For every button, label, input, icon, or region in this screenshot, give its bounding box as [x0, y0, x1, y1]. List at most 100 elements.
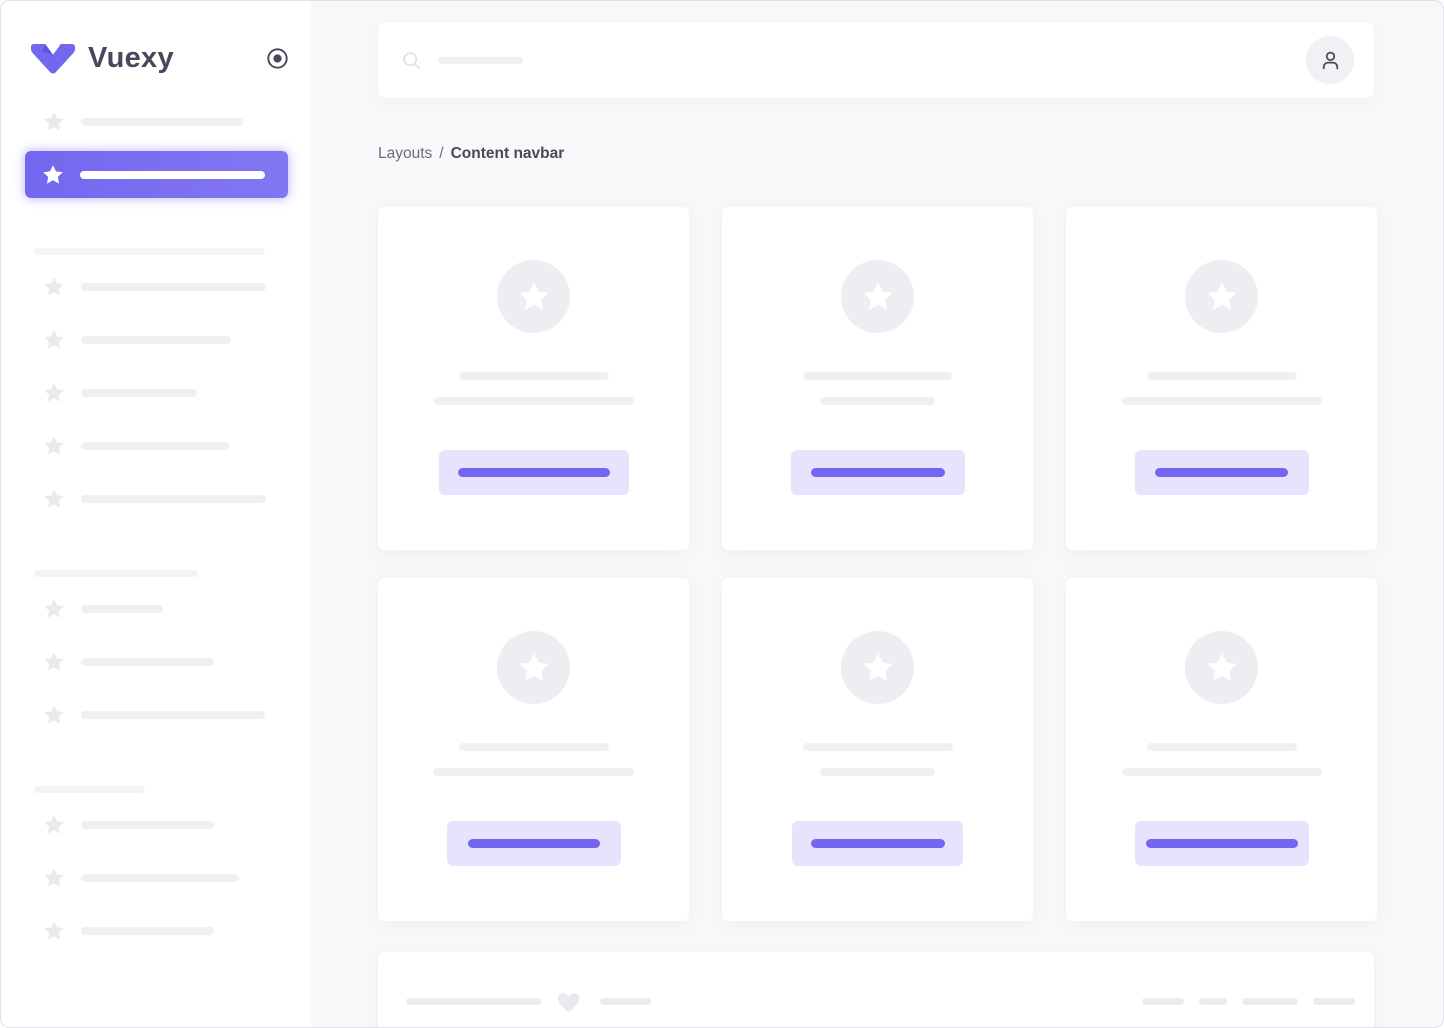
breadcrumb: Layouts / Content navbar	[378, 144, 1374, 164]
sidebar-item[interactable]	[25, 597, 288, 621]
star-icon	[42, 487, 66, 511]
card-title-skeleton	[1146, 743, 1297, 751]
card-text-skeleton	[1121, 397, 1322, 405]
star-icon	[1204, 650, 1240, 686]
card-text-skeleton	[433, 768, 634, 776]
sidebar-item[interactable]	[25, 434, 288, 458]
sidebar-item-label-skeleton	[81, 927, 214, 935]
footer-content	[406, 988, 1355, 1015]
footer-link-skeleton	[1313, 998, 1355, 1005]
card-button-label-skeleton	[467, 839, 600, 848]
star-icon	[42, 381, 66, 405]
navbar	[378, 22, 1374, 98]
card	[378, 578, 689, 921]
logo[interactable]: Vuexy	[31, 42, 174, 75]
sidebar-item-label-skeleton	[80, 170, 265, 179]
card-title-skeleton	[802, 743, 953, 751]
menu-pin-toggle-icon[interactable]	[266, 47, 289, 70]
footer	[378, 952, 1374, 1027]
card-title-skeleton	[458, 372, 609, 380]
sidebar-item-label-skeleton	[81, 389, 197, 397]
sidebar-item-label-skeleton	[81, 495, 266, 503]
star-icon	[516, 650, 552, 686]
sidebar-item-active[interactable]	[25, 151, 288, 198]
card-title-skeleton	[803, 372, 952, 380]
sidebar-section-header-skeleton	[34, 570, 198, 577]
sidebar-item-label-skeleton	[81, 336, 231, 344]
sidebar-item[interactable]	[25, 866, 288, 890]
card-text-skeleton	[433, 397, 634, 405]
card	[1066, 207, 1377, 550]
star-icon	[860, 279, 896, 315]
star-icon	[42, 866, 66, 890]
star-icon	[42, 434, 66, 458]
sidebar-item[interactable]	[25, 381, 288, 405]
card-button[interactable]	[446, 821, 621, 866]
sidebar-item[interactable]	[25, 703, 288, 727]
card	[722, 207, 1033, 550]
sidebar-nav	[1, 110, 311, 972]
sidebar-item-label-skeleton	[81, 658, 214, 666]
card-text-skeleton	[820, 768, 935, 776]
sidebar-item[interactable]	[25, 110, 288, 134]
card-button[interactable]	[1134, 821, 1309, 866]
sidebar-item-label-skeleton	[81, 283, 266, 291]
card-button-label-skeleton	[1145, 839, 1298, 848]
footer-link-skeleton	[1142, 998, 1184, 1005]
card-button-label-skeleton	[1155, 468, 1288, 477]
card-avatar	[1185, 260, 1258, 333]
card-button-label-skeleton	[457, 468, 610, 477]
card-button[interactable]	[438, 450, 629, 495]
card	[722, 578, 1033, 921]
sidebar-section-header-skeleton	[34, 248, 265, 255]
search-icon	[401, 50, 422, 71]
star-icon	[42, 650, 66, 674]
card-title-skeleton	[458, 743, 609, 751]
card-title-skeleton	[1146, 372, 1297, 380]
search-input[interactable]	[401, 50, 1306, 71]
sidebar: Vuexy	[1, 1, 311, 1027]
star-icon	[41, 163, 65, 187]
card-button-label-skeleton	[810, 839, 945, 848]
card	[1066, 578, 1377, 921]
card-button[interactable]	[792, 821, 963, 866]
star-icon	[42, 813, 66, 837]
sidebar-item[interactable]	[25, 813, 288, 837]
star-icon	[42, 919, 66, 943]
card-avatar	[841, 631, 914, 704]
star-icon	[1204, 279, 1240, 315]
star-icon	[42, 597, 66, 621]
footer-text-skeleton	[406, 998, 541, 1005]
sidebar-item[interactable]	[25, 919, 288, 943]
main-content: Layouts / Content navbar	[311, 1, 1443, 1027]
sidebar-item-label-skeleton	[81, 711, 265, 719]
vuexy-logo-icon	[31, 43, 75, 74]
footer-text-skeleton	[600, 998, 651, 1005]
heart-icon	[554, 988, 583, 1015]
sidebar-item[interactable]	[25, 275, 288, 299]
user-avatar[interactable]	[1306, 36, 1354, 84]
breadcrumb-current: Content navbar	[450, 145, 565, 162]
star-icon	[516, 279, 552, 315]
breadcrumb-section[interactable]: Layouts	[378, 145, 433, 162]
card-avatar	[497, 260, 570, 333]
card-text-skeleton	[820, 397, 935, 405]
user-icon	[1318, 48, 1343, 73]
sidebar-item[interactable]	[25, 650, 288, 674]
star-icon	[42, 275, 66, 299]
star-icon	[860, 650, 896, 686]
sidebar-item-label-skeleton	[81, 442, 229, 450]
sidebar-header: Vuexy	[1, 1, 311, 75]
card-button[interactable]	[1134, 450, 1309, 495]
sidebar-item-label-skeleton	[81, 605, 163, 613]
cards-grid	[378, 207, 1377, 921]
star-icon	[42, 328, 66, 352]
card-text-skeleton	[1121, 768, 1322, 776]
sidebar-item[interactable]	[25, 487, 288, 511]
sidebar-section-header-skeleton	[34, 786, 145, 793]
card-button[interactable]	[790, 450, 965, 495]
footer-link-skeleton	[1242, 998, 1298, 1005]
sidebar-item[interactable]	[25, 328, 288, 352]
search-placeholder-skeleton	[438, 56, 523, 64]
logo-text: Vuexy	[88, 42, 174, 74]
